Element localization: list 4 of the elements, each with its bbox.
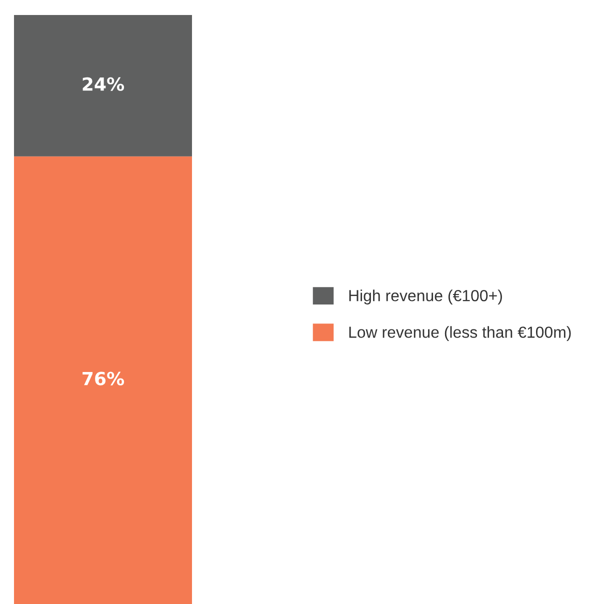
data-label: 76%	[82, 372, 124, 386]
data-label: 24%	[82, 77, 124, 91]
legend-label: High revenue (€100+)	[349, 290, 502, 304]
legend-label: Low revenue (less than €100m)	[349, 326, 571, 342]
